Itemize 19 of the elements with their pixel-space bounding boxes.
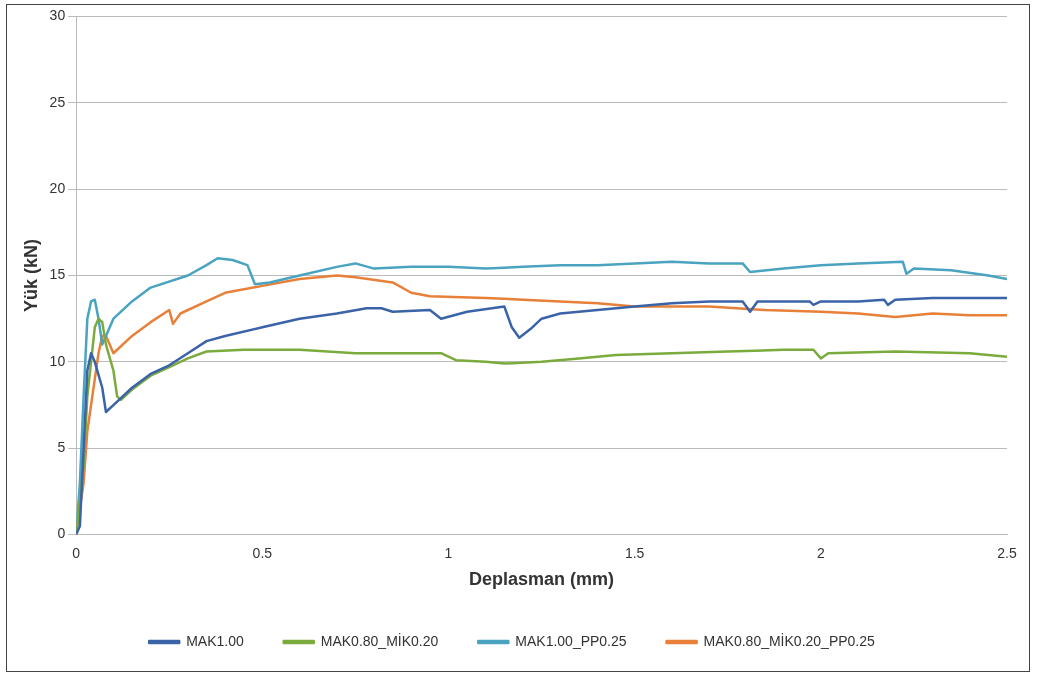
y-tick-label: 5 (57, 439, 66, 456)
y-tick-label: 20 (49, 179, 66, 196)
legend-label: MAK1.00_PP0.25 (515, 632, 627, 649)
y-tick-label: 10 (49, 352, 66, 369)
x-axis-title: Deplasman (mm) (469, 569, 615, 590)
legend-label: MAK0.80_MİK0.20 (320, 631, 439, 649)
x-tick-label: 0.5 (252, 544, 273, 561)
x-tick-label: 2 (816, 544, 825, 561)
y-axis-title: Yük (kN) (20, 238, 41, 313)
y-tick-label: 30 (49, 7, 66, 24)
x-tick-label: 0 (72, 544, 81, 561)
x-tick-label: 2.5 (997, 544, 1017, 561)
y-tick-label: 15 (49, 266, 66, 283)
y-tick-label: 0 (57, 525, 66, 542)
legend-label: MAK1.00 (186, 632, 244, 649)
y-tick-label: 25 (49, 93, 66, 110)
x-tick-label: 1 (444, 544, 453, 561)
legend-label: MAK0.80_MİK0.20_PP0.25 (703, 631, 876, 649)
x-tick-label: 1.5 (624, 544, 645, 561)
